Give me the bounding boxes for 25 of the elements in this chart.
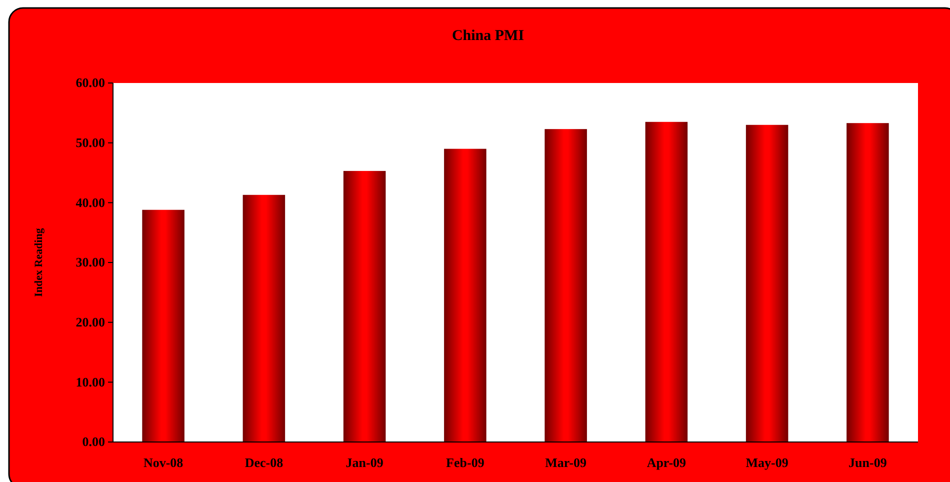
y-tick-label: 50.00 [76, 134, 105, 150]
x-tick-label: Jan-09 [346, 455, 384, 470]
x-tick-label: Nov-08 [143, 455, 184, 470]
bar [746, 124, 788, 442]
y-axis-title: Index Reading [33, 228, 45, 297]
bar [645, 122, 688, 442]
y-tick-label: 20.00 [76, 314, 105, 330]
bar [846, 123, 889, 442]
y-tick-label: 30.00 [76, 254, 105, 270]
y-tick-label: 60.00 [76, 75, 105, 90]
chart-title: China PMI [452, 28, 524, 44]
x-tick-label: Apr-09 [646, 455, 687, 470]
y-tick-label: 0.00 [82, 434, 105, 450]
bar [544, 129, 587, 442]
x-tick-label: Dec-08 [244, 455, 284, 470]
bar [343, 170, 386, 442]
x-tick-label: Feb-09 [446, 455, 485, 470]
x-tick-label: Mar-09 [545, 455, 588, 470]
y-tick-label: 40.00 [76, 194, 105, 210]
bar [242, 194, 286, 442]
bar [444, 148, 486, 442]
x-tick-label: May-09 [746, 455, 789, 470]
x-tick-label: Jun-09 [848, 455, 888, 470]
bar [142, 210, 184, 442]
y-tick-label: 10.00 [76, 374, 105, 390]
